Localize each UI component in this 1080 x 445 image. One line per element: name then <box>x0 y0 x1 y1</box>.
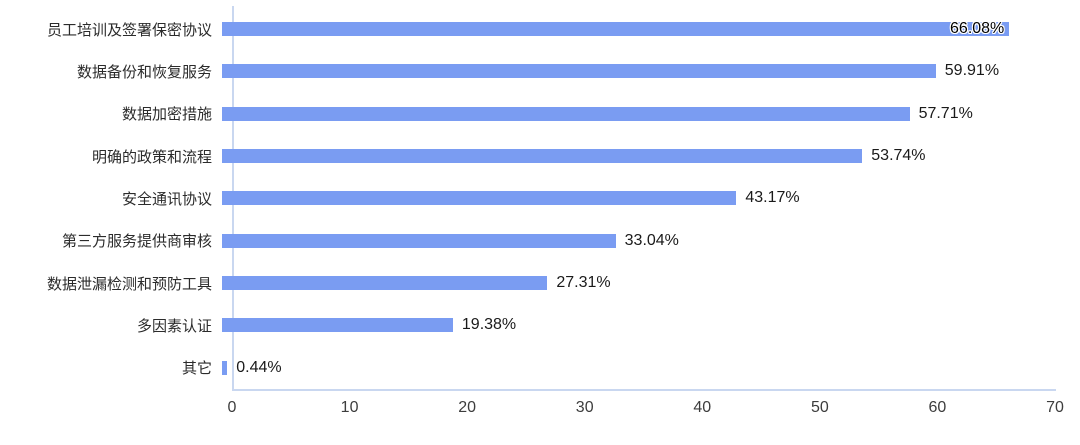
bar[interactable] <box>222 191 737 206</box>
chart-row: 多因素认证 19.38% <box>0 304 1056 346</box>
bar[interactable] <box>222 233 616 248</box>
x-tick-label: 50 <box>810 399 829 416</box>
x-tick-label: 30 <box>575 399 594 416</box>
bar-track: 57.71% <box>222 93 1056 135</box>
bar[interactable] <box>222 360 228 375</box>
bar-track: 66.08% <box>222 8 1056 50</box>
bar[interactable] <box>222 64 936 79</box>
x-axis-tick-labels: 0 10 20 30 40 50 60 70 <box>228 399 1064 423</box>
value-label: 33.04% <box>624 231 679 249</box>
bar-track: 27.31% <box>222 262 1056 304</box>
value-label: 57.71% <box>918 104 973 122</box>
category-label: 其它 <box>181 360 212 378</box>
chart-row: 数据备份和恢复服务 59.91% <box>0 50 1056 92</box>
bar[interactable] <box>222 106 910 121</box>
category-label: 多因素认证 <box>136 317 212 335</box>
bar[interactable] <box>222 276 548 291</box>
category-label: 数据备份和恢复服务 <box>76 63 212 81</box>
x-tick-label: 20 <box>458 399 477 416</box>
category-label: 明确的政策和流程 <box>91 148 212 166</box>
value-label: 53.74% <box>871 147 926 165</box>
bar[interactable] <box>222 318 453 333</box>
value-label: 66.08% <box>950 20 1005 38</box>
chart-row: 安全通讯协议 43.17% <box>0 177 1056 219</box>
bar-track: 43.17% <box>222 177 1056 219</box>
category-label: 数据泄漏检测和预防工具 <box>46 275 212 293</box>
chart-rows: 员工培训及签署保密协议 66.08% 数据备份和恢复服务 59.91% 数据加密措施 57… <box>0 8 1056 389</box>
chart-row: 第三方服务提供商审核 33.04% <box>0 220 1056 262</box>
bar-track: 33.04% <box>222 220 1056 262</box>
category-label: 第三方服务提供商审核 <box>61 233 212 251</box>
bar-track: 19.38% <box>222 304 1056 346</box>
category-label: 员工培训及签署保密协议 <box>46 21 212 39</box>
value-label: 0.44% <box>236 358 282 376</box>
x-tick-label: 0 <box>227 399 237 416</box>
value-label: 19.38% <box>461 316 517 334</box>
value-label: 43.17% <box>745 189 800 207</box>
category-label: 安全通讯协议 <box>121 190 212 208</box>
value-label: 59.91% <box>944 62 1000 80</box>
x-tick-label: 40 <box>693 399 712 416</box>
chart-row: 其它 0.44% <box>0 347 1056 389</box>
value-label: 27.31% <box>556 274 611 292</box>
bar-track: 53.74% <box>222 135 1056 177</box>
chart-row: 员工培训及签署保密协议 66.08% <box>0 8 1056 50</box>
chart-row: 明确的政策和流程 53.74% <box>0 135 1056 177</box>
bar-track: 59.91% <box>222 50 1056 92</box>
x-tick-label: 60 <box>928 399 947 416</box>
bar-track: 0.44% <box>222 347 1056 389</box>
x-axis-line <box>232 389 1056 391</box>
bar[interactable]: 66.08% <box>222 20 1010 38</box>
bar[interactable] <box>222 149 863 164</box>
x-tick-label: 10 <box>340 399 359 416</box>
category-label: 数据加密措施 <box>121 106 212 124</box>
chart-row: 数据泄漏检测和预防工具 27.31% <box>0 262 1056 304</box>
x-tick-label: 70 <box>1046 399 1064 416</box>
chart-row: 数据加密措施 57.71% <box>0 93 1056 135</box>
